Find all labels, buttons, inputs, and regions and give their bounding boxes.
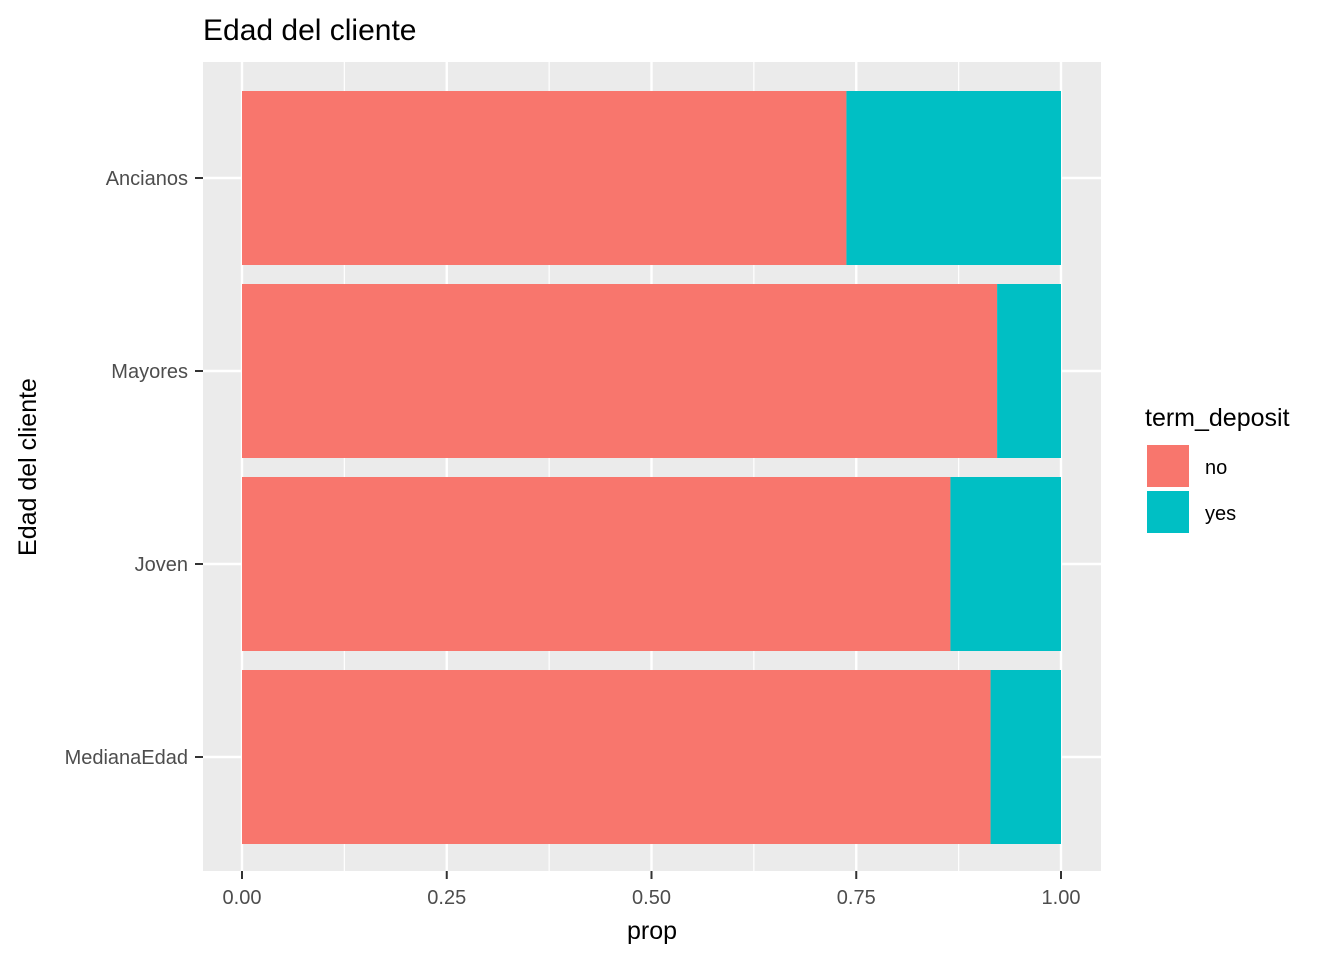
y-tick-label: MedianaEdad xyxy=(65,747,188,769)
y-axis: Ancianos Mayores Joven MedianaEdad xyxy=(65,168,203,769)
y-axis-title: Edad del cliente xyxy=(14,378,42,556)
x-tick-label: 0.00 xyxy=(223,887,262,909)
legend: term_deposit no yes xyxy=(1145,404,1290,535)
y-tick-label: Joven xyxy=(135,554,188,576)
x-tick-label: 0.25 xyxy=(427,887,466,909)
bar-yes-medianaedad xyxy=(990,670,1061,844)
x-axis-title: prop xyxy=(627,917,677,945)
legend-label-no: no xyxy=(1205,457,1227,479)
bars xyxy=(242,91,1061,844)
x-tick-label: 1.00 xyxy=(1042,887,1081,909)
y-tick-label: Ancianos xyxy=(106,168,188,190)
legend-label-yes: yes xyxy=(1205,503,1236,525)
bar-yes-ancianos xyxy=(846,91,1061,265)
x-tick-label: 0.75 xyxy=(837,887,876,909)
legend-items: no yes xyxy=(1145,443,1236,535)
chart-title: Edad del cliente xyxy=(203,14,417,47)
plot-panel xyxy=(203,62,1101,871)
legend-key-yes xyxy=(1145,489,1191,535)
bar-no-ancianos xyxy=(242,91,847,265)
y-tick-label: Mayores xyxy=(111,361,188,383)
legend-title: term_deposit xyxy=(1145,404,1290,432)
bar-yes-mayores xyxy=(997,284,1061,458)
bar-no-joven xyxy=(242,477,951,651)
bar-no-medianaedad xyxy=(242,670,991,844)
legend-key-no xyxy=(1145,443,1191,489)
x-tick-label: 0.50 xyxy=(632,887,671,909)
bar-no-mayores xyxy=(242,284,998,458)
bar-yes-joven xyxy=(950,477,1061,651)
x-axis: 0.00 0.25 0.50 0.75 1.00 xyxy=(223,871,1081,909)
